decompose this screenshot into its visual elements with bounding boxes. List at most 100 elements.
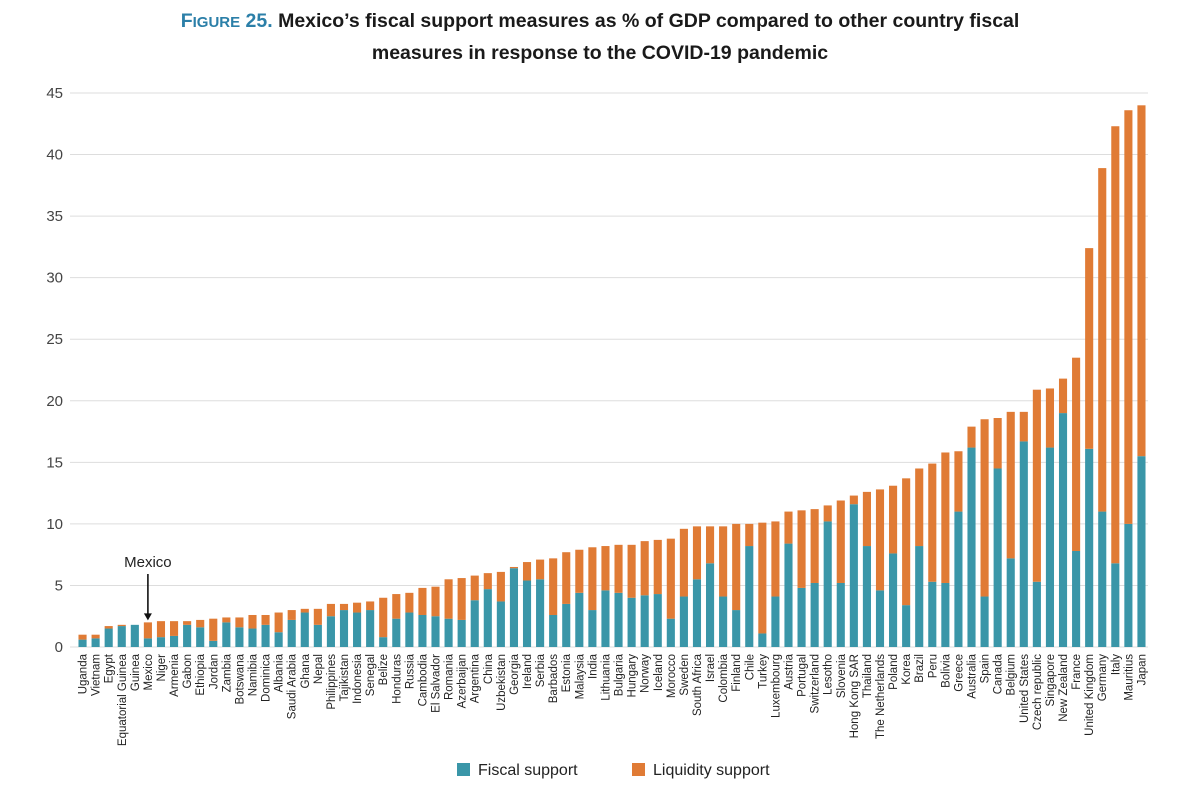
bar-liquidity	[614, 544, 623, 593]
bar-liquidity	[902, 478, 911, 606]
bar-liquidity	[666, 538, 675, 619]
bar-fiscal	[758, 633, 767, 647]
x-tick-label: Slovenia	[836, 653, 848, 698]
bar-fiscal	[588, 610, 597, 647]
x-tick-label: Jordan	[208, 654, 220, 689]
bar-fiscal	[771, 596, 780, 647]
x-tick-label: Hungary	[627, 654, 639, 698]
bar-liquidity	[836, 500, 845, 583]
bar-liquidity	[1098, 168, 1107, 512]
x-tick-label: Romania	[444, 653, 456, 700]
bar-fiscal	[392, 618, 401, 647]
x-tick-label: Israel	[705, 654, 717, 682]
bar-liquidity	[1124, 110, 1133, 524]
bar-liquidity	[405, 592, 414, 613]
x-tick-label: Poland	[888, 654, 900, 690]
bar-fiscal	[183, 624, 192, 647]
x-tick-label: Equatorial Guinea	[117, 653, 129, 746]
y-tick-label: 20	[46, 393, 63, 410]
bar-liquidity	[339, 603, 349, 611]
x-tick-label: Namibia	[247, 653, 259, 696]
bar-fiscal	[1006, 558, 1015, 647]
annotation-arrow-head	[143, 613, 152, 621]
bar-liquidity	[431, 586, 440, 617]
bar-liquidity	[784, 511, 793, 544]
bar-liquidity	[104, 626, 113, 629]
bar-liquidity	[392, 594, 401, 619]
bar-fiscal	[470, 600, 479, 647]
x-tick-label: Belgium	[1006, 654, 1018, 696]
y-tick-label: 45	[46, 85, 63, 102]
annotation-label: Mexico	[124, 554, 172, 571]
x-tick-label: Switzerland	[810, 654, 822, 713]
x-tick-label: Thailand	[862, 654, 874, 698]
x-tick-label: Saudi Arabia	[287, 653, 299, 719]
bar-fiscal	[457, 619, 466, 647]
bar-liquidity	[679, 528, 688, 597]
bar-fiscal	[1124, 523, 1133, 647]
x-tick-label: Armenia	[169, 653, 181, 696]
bar-fiscal	[889, 553, 898, 647]
legend-swatch-liquidity	[632, 763, 645, 776]
bar-fiscal	[130, 624, 139, 647]
y-tick-label: 25	[46, 331, 63, 348]
bar-fiscal	[810, 582, 819, 647]
x-tick-label: United Kingdom	[1084, 654, 1096, 736]
bar-liquidity	[1006, 411, 1015, 559]
x-tick-label: Uganda	[78, 653, 90, 694]
bar-fiscal	[300, 612, 309, 647]
x-tick-label: Japan	[1136, 654, 1148, 685]
x-tick-label: Czech republic	[1032, 654, 1044, 730]
bar-fiscal	[117, 626, 126, 647]
y-tick-label: 5	[55, 577, 63, 594]
chart-title: FIGURE 25. Mexico’s fiscal support measu…	[0, 6, 1200, 68]
bar-liquidity	[222, 617, 231, 623]
bar-liquidity	[209, 618, 218, 641]
x-tick-label: Uzbekistan	[496, 654, 508, 711]
x-tick-label: Canada	[993, 653, 1005, 694]
x-tick-label: Luxembourg	[770, 654, 782, 718]
bar-fiscal	[91, 638, 100, 647]
y-tick-label: 10	[46, 516, 63, 533]
bar-liquidity	[549, 558, 558, 615]
x-tick-label: Serbia	[535, 653, 547, 687]
bar-fiscal	[169, 635, 179, 647]
bar-fiscal	[928, 581, 937, 647]
bar-liquidity	[1032, 389, 1041, 582]
x-tick-label: Ethiopia	[195, 653, 207, 695]
bar-liquidity	[1058, 378, 1068, 414]
figure-label-number: 25.	[245, 10, 273, 32]
bar-liquidity	[862, 491, 871, 547]
x-tick-label: Honduras	[391, 654, 403, 704]
bar-liquidity	[705, 526, 715, 564]
x-tick-label: Germany	[1097, 654, 1109, 702]
bar-fiscal	[1058, 413, 1068, 647]
x-tick-label: Bulgaria	[614, 653, 626, 696]
bar-fiscal	[601, 590, 610, 647]
bar-fiscal	[287, 619, 296, 647]
x-tick-label: Indonesia	[352, 653, 364, 703]
bar-liquidity	[326, 603, 335, 617]
bar-liquidity	[248, 614, 257, 629]
bar-liquidity	[235, 617, 244, 628]
bar-liquidity	[915, 468, 924, 547]
x-tick-label: Mexico	[143, 654, 155, 690]
bar-fiscal	[549, 614, 558, 647]
bar-fiscal	[875, 590, 885, 647]
bar-fiscal	[209, 640, 218, 647]
x-tick-label: Korea	[901, 653, 913, 684]
x-tick-label: Australia	[967, 653, 979, 698]
y-tick-label: 35	[46, 208, 63, 225]
bar-liquidity	[143, 622, 152, 639]
x-tick-label: Turkey	[757, 654, 769, 689]
bar-liquidity	[1137, 105, 1146, 457]
bar-liquidity	[993, 418, 1002, 469]
bar-fiscal	[627, 597, 636, 647]
x-tick-label: Vietnam	[91, 654, 103, 696]
y-tick-label: 40	[46, 147, 63, 164]
x-tick-label: Spain	[980, 654, 992, 683]
figure-label-prefix: FIGURE	[180, 10, 241, 32]
x-tick-label: South Africa	[692, 653, 704, 716]
x-tick-label: Sweden	[679, 654, 691, 696]
